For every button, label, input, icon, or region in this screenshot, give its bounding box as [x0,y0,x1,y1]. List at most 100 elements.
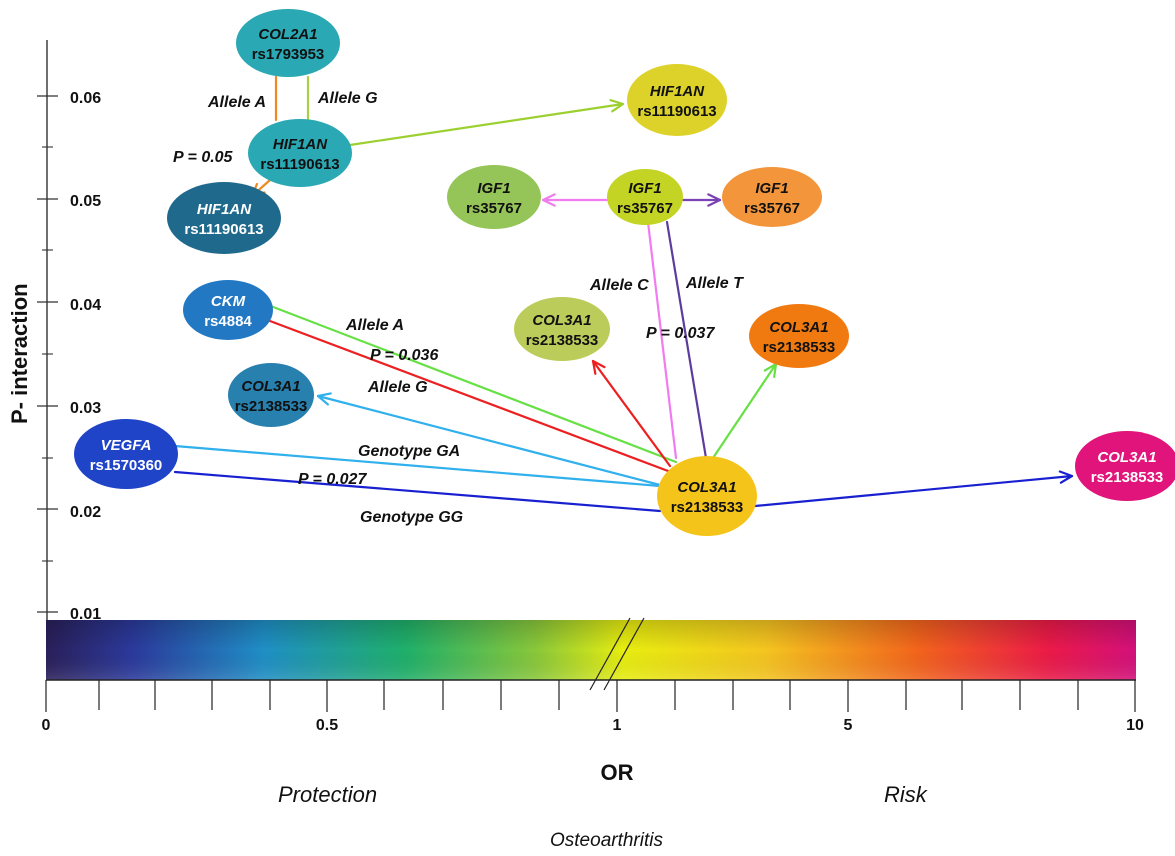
node-ellipse [514,297,610,361]
node-snp-label: rs2138533 [1091,469,1164,486]
snp-node-igf1_center: IGF1 rs35767 [607,169,683,225]
edge-line [173,470,662,513]
y-tick-label: 0.05 [70,193,101,210]
edge-col3a1_to_risk [753,470,1074,508]
edge-hif1an_to_right [348,99,625,147]
edge-label: P = 0.037 [646,325,715,342]
node-ellipse [74,419,178,489]
node-gene-label: HIF1AN [273,136,328,153]
node-snp-label: rs11190613 [260,156,339,173]
edge-line [316,394,662,487]
edge-label: Genotype GA [358,443,460,460]
edge-label: Allele G [367,379,428,396]
edge-line [591,359,672,468]
edge-igf1_alleleT [665,220,708,460]
y-axis-title: P- interaction [7,283,32,424]
axis-break-mark [589,617,631,691]
node-ellipse [722,167,822,227]
x-tick-label: 5 [844,717,853,734]
snp-node-col3a1_risk: COL3A1 rs2138533 [1075,431,1175,501]
edge-igf1_to_left [541,193,609,207]
node-gene-label: COL2A1 [258,26,317,43]
node-gene-label: COL3A1 [1097,449,1156,466]
edge-igf1_alleleC [646,220,678,460]
edge-label: Allele T [685,275,744,292]
node-snp-label: rs2138533 [526,332,599,349]
snp-nodes: COL2A1 rs1793953 HIF1AN rs11190613 HIF1AN rs1… [74,9,1175,536]
snp-node-col2a1: COL2A1 rs1793953 [236,9,340,77]
node-snp-label: rs1570360 [90,457,163,474]
snp-node-hif1an_right: HIF1AN rs11190613 [627,64,727,136]
node-snp-label: rs2138533 [671,499,744,516]
node-snp-label: rs1793953 [252,46,325,63]
edge-vegfa_ga [173,444,662,488]
edge-ckm_alleleA [266,303,678,464]
snp-node-col3a1_orange: COL3A1 rs2138533 [749,304,849,368]
edge-labels: Allele A Allele G P = 0.05 Allele C Alle… [173,90,744,526]
node-ellipse [749,304,849,368]
node-gene-label: HIF1AN [197,201,252,218]
edge-label: P = 0.036 [370,347,438,364]
y-tick-label: 0.02 [70,504,101,521]
y-tick-label: 0.03 [70,400,101,417]
arrow-head [609,99,625,113]
edge-line [665,220,708,460]
node-gene-label: IGF1 [755,180,788,197]
node-ellipse [236,9,340,77]
node-ellipse [1075,431,1175,501]
node-snp-label: rs2138533 [763,339,836,356]
node-ellipse [607,169,683,225]
snp-node-igf1_right: IGF1 rs35767 [722,167,822,227]
x-axis-title: OR [601,760,634,785]
node-ellipse [167,182,281,254]
x-tick-label: 0 [42,717,51,734]
snp-node-hif1an_center: HIF1AN rs11190613 [248,119,352,187]
node-ellipse [228,363,314,427]
edge-line [753,474,1074,508]
y-tick-label: 0.01 [70,606,101,623]
edge-line [173,444,662,488]
snp-node-igf1_left: IGF1 rs35767 [447,165,541,229]
node-snp-label: rs11190613 [637,103,716,120]
node-snp-label: rs35767 [744,200,800,217]
x-tick-label: 1 [613,717,622,734]
edge-label: Allele C [589,277,649,294]
arrow-head [707,193,722,207]
x-tick-label: 10 [1126,717,1144,734]
snp-node-hif1an_lower: HIF1AN rs11190613 [167,182,281,254]
axis-break-mark [603,617,645,691]
snp-node-ckm: CKM rs4884 [183,280,273,340]
node-gene-label: COL3A1 [769,319,828,336]
arrow-head [591,359,606,375]
protection-caption: Protection [278,782,378,807]
y-tick-label: 0.06 [70,90,101,107]
risk-caption: Risk [884,782,927,807]
snp-node-col3a1_mid: COL3A1 rs2138533 [514,297,610,361]
node-snp-label: rs4884 [204,313,252,330]
arrow-head [1058,470,1074,484]
y-axis: 0.06 0.05 0.04 0.03 0.02 0.01 P- interac… [7,40,101,623]
edge-line [646,220,678,460]
edge-col3a1_to_blue [316,392,662,487]
or-gradient-shade [46,620,1136,680]
node-gene-label: COL3A1 [241,378,300,395]
snp-node-vegfa: VEGFA rs1570360 [74,419,178,489]
node-gene-label: CKM [211,293,246,310]
node-ellipse [183,280,273,340]
disease-caption: Osteoarthritis [550,830,663,851]
edges [173,75,1074,513]
node-ellipse [627,64,727,136]
node-snp-label: rs35767 [617,200,673,217]
edge-col3a1_to_mid [591,359,672,468]
node-gene-label: COL3A1 [677,479,736,496]
x-tick-label: 0.5 [316,717,338,734]
arrow-head [541,193,556,207]
edge-line [266,303,678,464]
node-gene-label: VEGFA [101,437,152,454]
node-gene-label: IGF1 [628,180,661,197]
edge-vegfa_gg [173,470,662,513]
edge-label: Allele G [317,90,378,107]
edge-label: Allele A [207,94,266,111]
node-gene-label: HIF1AN [650,83,705,100]
node-ellipse [657,456,757,536]
